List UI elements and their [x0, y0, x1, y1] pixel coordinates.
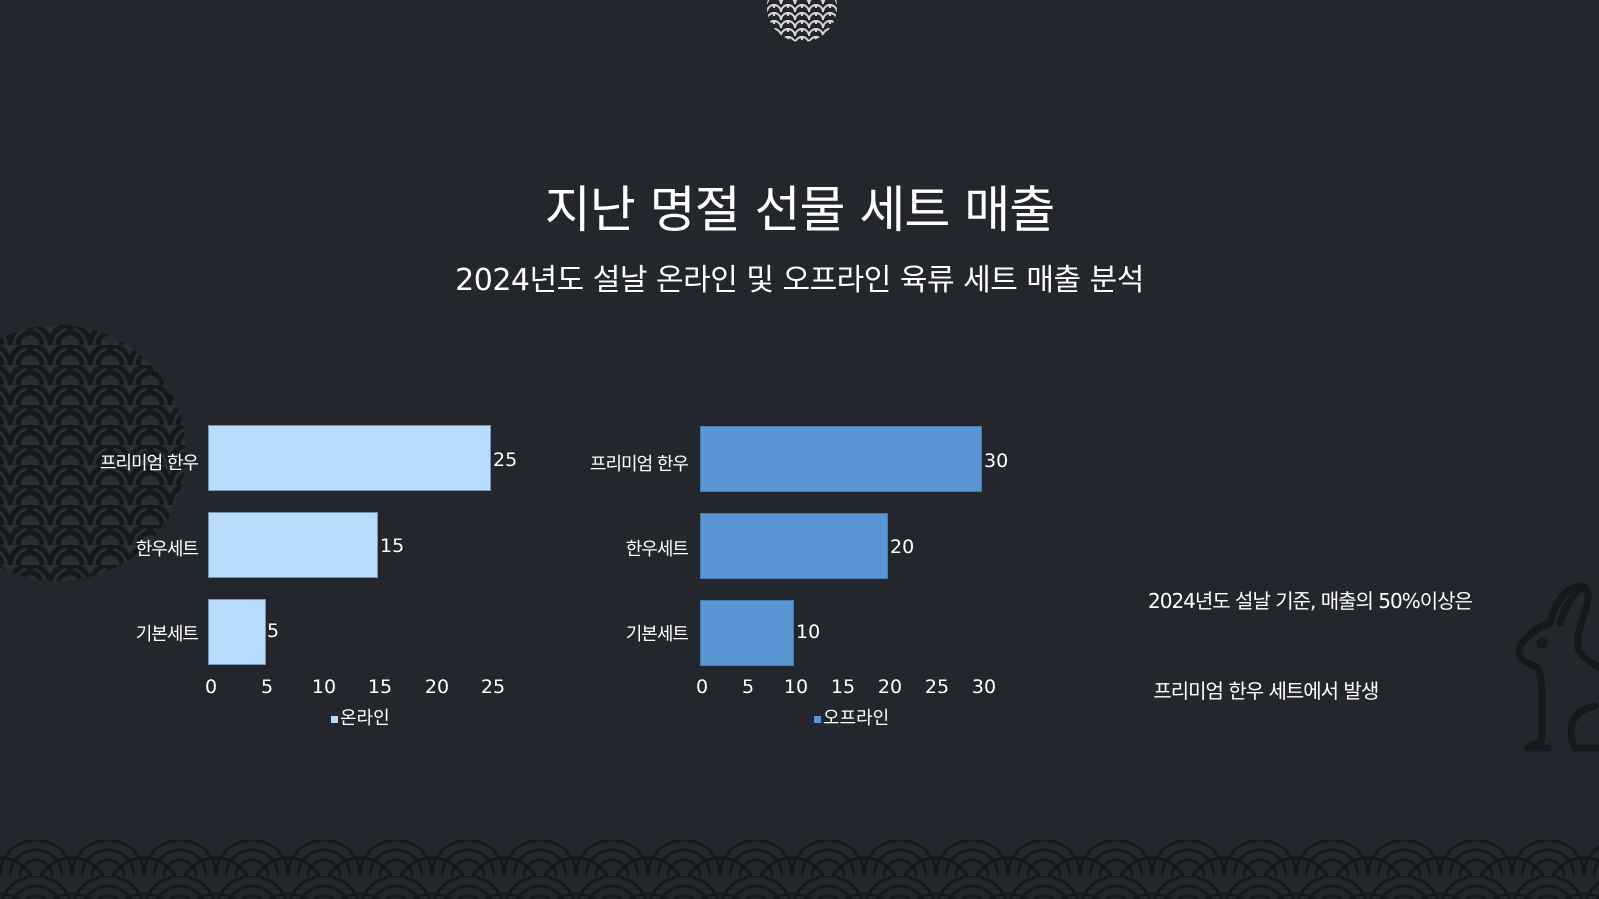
- x-tick: 25: [924, 676, 950, 698]
- insight-note-line-2: 프리미엄 한우 세트에서 발생: [1148, 679, 1379, 703]
- x-tick: 20: [877, 676, 903, 698]
- legend-online: 온라인: [331, 704, 390, 730]
- legend-offline: 오프라인: [814, 704, 889, 730]
- bar-offline-hanwoo-set: [700, 513, 888, 579]
- x-tick: 20: [424, 676, 450, 698]
- insight-note-line-1: 2024년도 설날 기준, 매출의 50%이상은: [1148, 589, 1473, 613]
- x-tick: 15: [367, 676, 393, 698]
- data-label: 15: [380, 535, 405, 557]
- legend-label: 온라인: [340, 708, 390, 729]
- legend-swatch: [814, 715, 821, 723]
- data-label: 10: [796, 621, 821, 643]
- category-label: 한우세트: [135, 539, 199, 560]
- x-tick: 5: [260, 676, 274, 698]
- legend-swatch: [331, 715, 338, 723]
- bar-online-premium-hanwoo: [208, 425, 491, 491]
- x-tick: 15: [830, 676, 856, 698]
- data-label: 25: [493, 449, 518, 471]
- slide-subtitle: 2024년도 설날 온라인 및 오프라인 육류 세트 매출 분석: [455, 263, 1144, 298]
- bottom-wave-border-decoration: [0, 840, 1599, 899]
- category-label: 프리미엄 한우: [99, 453, 199, 474]
- data-label: 30: [984, 450, 1009, 472]
- x-tick: 10: [783, 676, 809, 698]
- bar-online-basic-set: [208, 599, 266, 665]
- x-tick: 10: [311, 676, 337, 698]
- legend-label: 오프라인: [823, 708, 890, 729]
- insight-note: 2024년도 설날 기준, 매출의 50%이상은 프리미엄 한우 세트에서 발생: [1148, 526, 1473, 736]
- category-label: 프리미엄 한우: [589, 454, 689, 475]
- x-tick: 5: [741, 676, 755, 698]
- data-label: 5: [267, 620, 280, 642]
- category-label: 기본세트: [625, 624, 689, 645]
- bar-online-hanwoo-set: [208, 512, 378, 578]
- x-tick: 25: [480, 676, 506, 698]
- rabbit-icon: [1500, 578, 1599, 753]
- x-tick: 30: [971, 676, 997, 698]
- category-label: 기본세트: [135, 624, 199, 645]
- slide-title: 지난 명절 선물 세트 매출: [544, 181, 1056, 239]
- x-tick: 0: [695, 676, 709, 698]
- bar-offline-basic-set: [700, 600, 794, 666]
- top-wave-circle-decoration: [767, 0, 837, 42]
- bar-offline-premium-hanwoo: [700, 426, 982, 492]
- category-label: 한우세트: [625, 539, 689, 560]
- x-tick: 0: [204, 676, 218, 698]
- data-label: 20: [890, 536, 915, 558]
